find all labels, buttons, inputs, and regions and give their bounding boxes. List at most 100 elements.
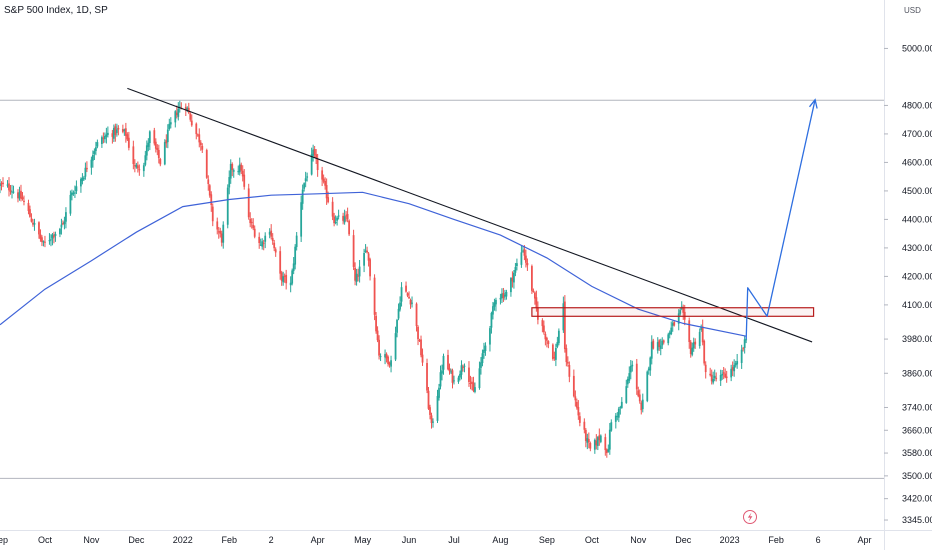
candle-down [635,363,638,390]
candle-up [303,183,306,189]
y-tick-label: 4400.00 [902,214,932,224]
candle-up [400,287,403,302]
candle-up [226,187,229,225]
candle-down [724,373,727,378]
time-axis[interactable]: Sep Oct Nov Dec 2022 Feb 2 Apr May Jun Jul Aug Sep Oc… [0,535,872,545]
candle-down [710,374,713,382]
candle-up [168,123,171,129]
candle-up [145,145,148,156]
candle-down [217,231,220,233]
candle-up [734,363,737,366]
candle-up [396,319,398,333]
candle-down [327,197,330,203]
candle-up [620,401,623,408]
trendline [127,87,813,343]
candle-down [219,230,222,234]
candle-down [709,373,712,376]
candle-down [673,322,676,326]
candle-up [492,306,494,315]
candle-down [638,394,641,402]
candle-down [701,326,704,343]
candle-up [148,131,151,144]
candle-down [240,164,243,171]
candle-up [478,368,481,389]
candle-up [222,224,225,243]
candle-down [545,337,548,341]
candle-up [474,387,476,392]
candle-up [144,155,147,165]
candle-down [387,356,389,364]
candle-up [510,278,512,293]
candle-up [229,163,232,179]
candle-down [566,362,569,364]
candle-down [587,439,590,443]
candle-up [48,240,51,242]
candle-up [733,365,736,372]
candle-up [304,178,307,182]
candle-up [54,233,57,236]
moving-average-line [0,191,747,337]
price-axis[interactable]: USD 3345.00 3420.00 3500.00 3580.00 3660.00 3… [884,6,932,525]
candle-up [593,439,596,450]
candle-down [367,253,370,261]
candle-up [650,341,653,359]
candle-down [574,396,577,401]
candle-up [312,149,315,156]
candle-down [722,372,725,374]
candle-up [261,241,264,247]
x-tick-label: Apr [311,535,325,545]
candle-up [483,349,485,353]
candle-down [241,170,244,177]
candle-down [243,174,246,187]
candle-up [397,308,400,319]
candle-down [2,182,4,185]
candle-down [375,315,377,332]
candle-up [384,354,386,358]
candle-down [568,365,571,377]
candle-down [354,267,356,281]
y-tick-label: 4100.00 [902,300,932,310]
candle-down [321,170,324,180]
candle-up [166,129,169,143]
candle-up [115,129,118,133]
candle-up [84,167,87,177]
candle-up [668,332,671,335]
candle-up [75,186,78,192]
x-tick-label: 2 [269,535,274,545]
candle-up [713,375,716,379]
candle-up [228,177,231,188]
candle-up [147,142,150,147]
lightning-icon[interactable] [743,510,757,524]
candle-up [554,347,557,360]
candle-up [610,422,613,431]
x-tick-label: Dec [128,535,145,545]
x-tick-label: Oct [585,535,600,545]
candle-up [677,313,680,324]
candle-up [481,353,484,364]
candle-down [342,215,345,221]
candle-down [408,296,410,299]
y-tick-label: 3345.00 [902,515,932,525]
candle-down [369,259,371,277]
candle-down [331,201,334,217]
candle-down [154,141,157,149]
candle-down [703,340,706,364]
candle-up [71,192,73,196]
candle-down [283,275,286,277]
candle-down [198,134,201,143]
candle-up [268,231,271,235]
candle-up [238,164,241,173]
candle-up [489,328,491,345]
candle-down [578,416,581,423]
candle-up [586,438,589,443]
candle-down [21,197,24,200]
candle-down [253,228,256,237]
candle-up [599,435,602,442]
candle-down [207,179,210,185]
candle-up [505,291,508,297]
candle-down [589,443,592,449]
candle-down [471,381,473,384]
candle-down [595,440,598,446]
candle-up [334,222,337,224]
